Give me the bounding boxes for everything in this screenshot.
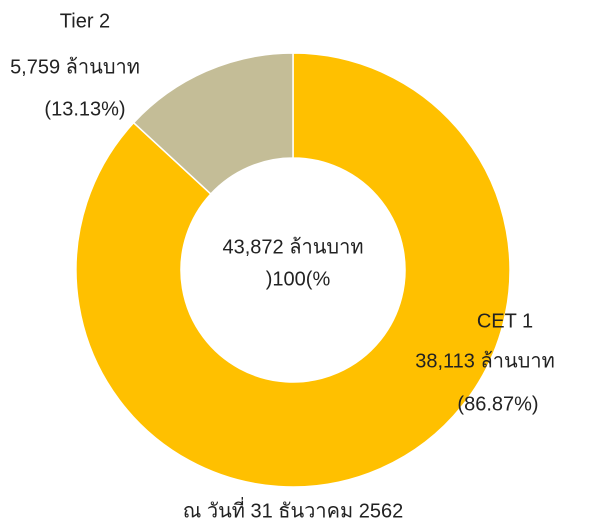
slice-percent-label: (13.13%) — [44, 98, 125, 120]
donut-slice — [132, 52, 294, 196]
donut-slice — [75, 52, 511, 488]
slice-value-label: 38,113 ล้านบาท — [415, 350, 555, 372]
slice-percent-label: (86.87%) — [457, 393, 538, 415]
center-percent: )100(% — [266, 268, 331, 290]
slice-value-label: 5,759 ล้านบาท — [10, 56, 140, 78]
footer: ณ วันที่ 31 ธันวาคม 2562 — [183, 496, 404, 522]
center-total: 43,872 ล้านบาท — [223, 236, 364, 258]
slice-category: CET 1 — [477, 310, 533, 332]
slice-category: Tier 2 — [60, 10, 110, 32]
